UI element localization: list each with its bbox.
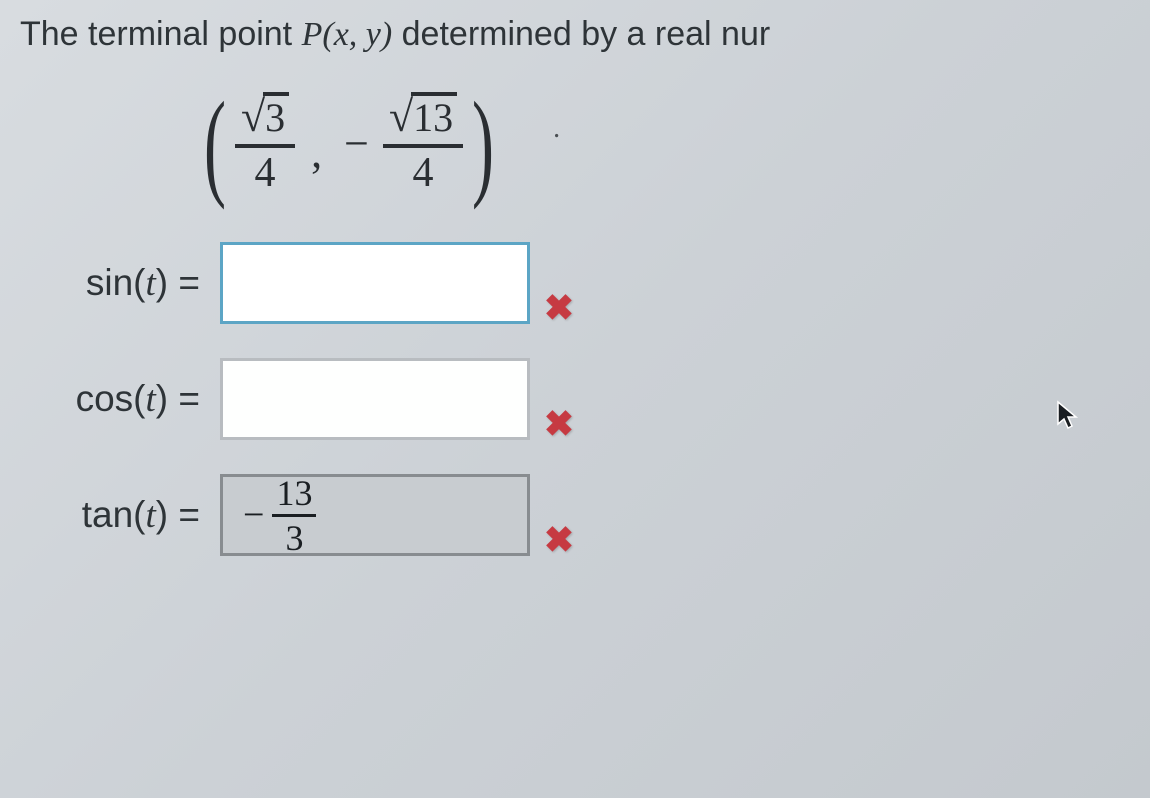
incorrect-icon: ✖ bbox=[540, 289, 578, 327]
terminal-point-coordinates: ( √ 3 4 , − √ 13 bbox=[195, 79, 1130, 209]
tan-input[interactable]: − 13 3 bbox=[220, 474, 530, 556]
cos-input[interactable] bbox=[220, 358, 530, 440]
hint-dot: . bbox=[553, 113, 560, 145]
incorrect-icon: ✖ bbox=[540, 405, 578, 443]
sqrt-icon: √ 13 bbox=[389, 92, 457, 141]
tan-answer-fraction: 13 3 bbox=[272, 475, 316, 556]
comma: , bbox=[311, 127, 322, 196]
cursor-icon bbox=[1056, 400, 1080, 440]
sin-input[interactable] bbox=[220, 242, 530, 324]
sin-answer-row: sin(t) = ✖ bbox=[20, 239, 1130, 327]
question-text: The terminal point P(x, y) determined by… bbox=[20, 15, 1130, 54]
minus-sign: − bbox=[344, 118, 369, 169]
right-paren: ) bbox=[472, 75, 494, 213]
cos-label: cos(t) = bbox=[20, 378, 200, 421]
sin-label: sin(t) = bbox=[20, 262, 200, 305]
minus-sign: − bbox=[243, 493, 264, 537]
x-coordinate-fraction: √ 3 4 bbox=[235, 92, 295, 196]
left-paren: ( bbox=[204, 75, 226, 213]
tan-answer-row: tan(t) = − 13 3 ✖ bbox=[20, 471, 1130, 559]
tan-label: tan(t) = bbox=[20, 494, 200, 537]
y-coordinate-fraction: √ 13 4 bbox=[383, 92, 463, 196]
sqrt-icon: √ 3 bbox=[241, 92, 289, 141]
cos-answer-row: cos(t) = ✖ bbox=[20, 355, 1130, 443]
incorrect-icon: ✖ bbox=[540, 521, 578, 559]
